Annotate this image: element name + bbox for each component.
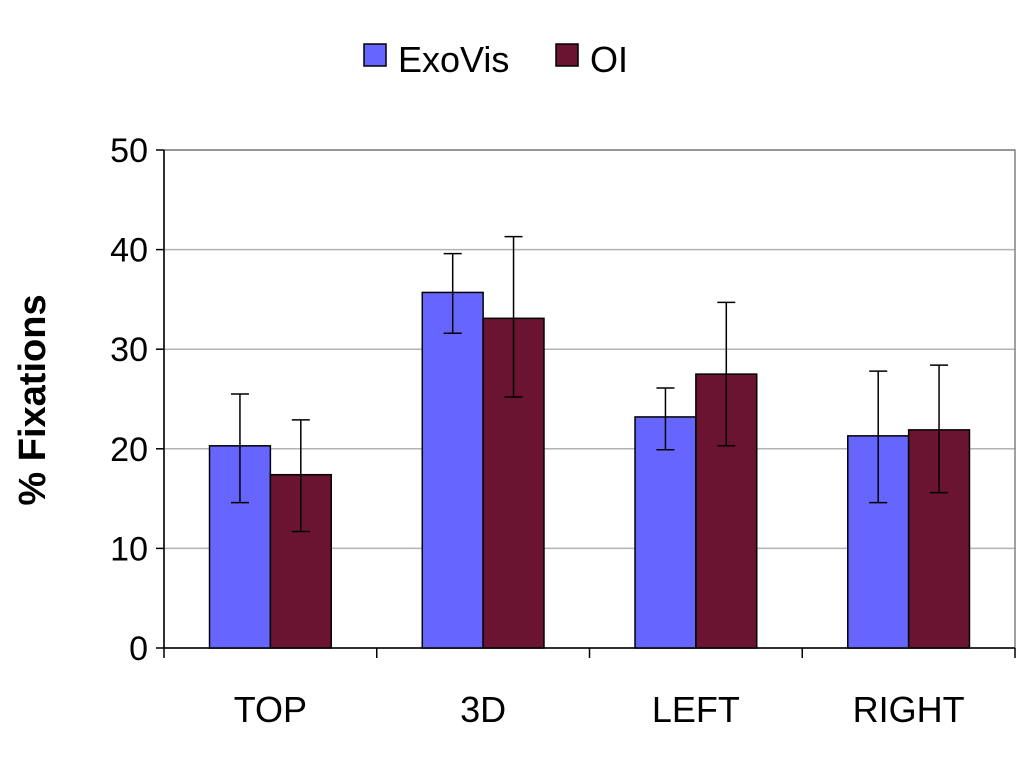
y-tick-label: 10	[110, 530, 148, 568]
legend: ExoVis OI	[363, 39, 628, 80]
y-axis-label: % Fixations	[12, 294, 54, 505]
plot-area: 0 10 20 30 40 50 TOP 3D LEFT RIGHT	[110, 132, 1016, 730]
y-tick-label: 50	[110, 132, 148, 170]
bar-exovis	[421, 291, 484, 649]
y-tick-label: 40	[110, 232, 148, 270]
y-tick-label: 30	[110, 331, 148, 369]
y-tick-label: 20	[110, 431, 148, 469]
bar-exovis	[634, 416, 697, 649]
legend-swatch-oi	[555, 43, 579, 67]
x-tick-label: RIGHT	[853, 689, 965, 730]
y-tick-label: 0	[129, 630, 148, 668]
x-tick-label: 3D	[460, 689, 506, 730]
legend-label-exovis: ExoVis	[398, 39, 509, 80]
legend-swatch-exovis	[363, 43, 387, 67]
x-tick-label: LEFT	[652, 689, 740, 730]
x-tick-label: TOP	[234, 689, 307, 730]
legend-label-oi: OI	[590, 39, 628, 80]
